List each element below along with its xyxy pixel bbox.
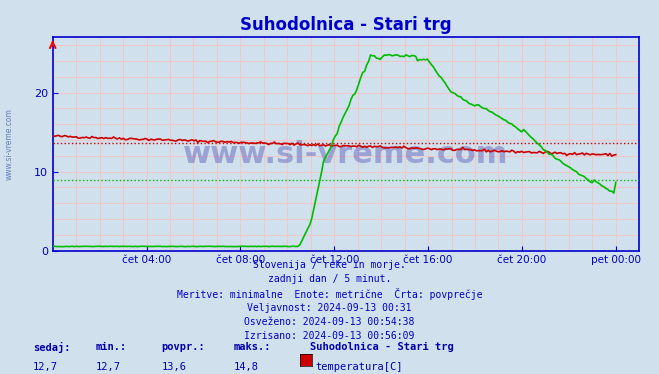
Text: 12,7: 12,7 (33, 362, 58, 372)
Title: Suhodolnica - Stari trg: Suhodolnica - Stari trg (240, 16, 452, 34)
Text: Suhodolnica - Stari trg: Suhodolnica - Stari trg (310, 342, 453, 352)
Text: zadnji dan / 5 minut.: zadnji dan / 5 minut. (268, 274, 391, 284)
Text: 14,8: 14,8 (234, 362, 259, 372)
Text: min.:: min.: (96, 342, 127, 352)
Text: povpr.:: povpr.: (161, 342, 205, 352)
Text: www.si-vreme.com: www.si-vreme.com (4, 108, 13, 180)
Text: Izrisano: 2024-09-13 00:56:09: Izrisano: 2024-09-13 00:56:09 (244, 331, 415, 341)
Text: 12,7: 12,7 (96, 362, 121, 372)
Text: Meritve: minimalne  Enote: metrične  Črta: povprečje: Meritve: minimalne Enote: metrične Črta:… (177, 288, 482, 300)
Text: Slovenija / reke in morje.: Slovenija / reke in morje. (253, 260, 406, 270)
Text: sedaj:: sedaj: (33, 342, 71, 353)
Text: 13,6: 13,6 (161, 362, 186, 372)
Text: maks.:: maks.: (234, 342, 272, 352)
Text: Osveženo: 2024-09-13 00:54:38: Osveženo: 2024-09-13 00:54:38 (244, 317, 415, 327)
Text: Veljavnost: 2024-09-13 00:31: Veljavnost: 2024-09-13 00:31 (247, 303, 412, 313)
Text: temperatura[C]: temperatura[C] (315, 362, 403, 372)
Text: www.si-vreme.com: www.si-vreme.com (183, 140, 509, 169)
